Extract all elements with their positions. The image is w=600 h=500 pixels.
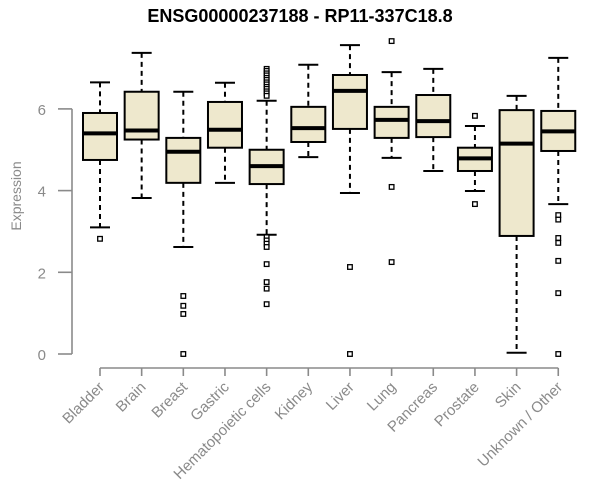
- box-rect: [206, 100, 243, 149]
- outlier-point: [471, 112, 478, 119]
- outlier-point: [180, 293, 187, 299]
- outlier-point: [263, 279, 270, 286]
- x-tick-label-prostate: Prostate: [431, 379, 483, 431]
- box-prostate: [456, 112, 493, 208]
- box-gastric: [206, 81, 243, 184]
- outlier-point: [263, 244, 270, 250]
- outlier-point: [555, 290, 562, 297]
- box-brain: [123, 51, 160, 199]
- chart-title: ENSG00000237188 - RP11-337C18.8: [147, 6, 453, 26]
- outlier-point: [263, 301, 270, 308]
- outlier-point: [555, 216, 562, 223]
- outlier-point: [555, 235, 562, 241]
- box-lung: [373, 38, 410, 266]
- outlier-point: [555, 239, 562, 246]
- outlier-point: [263, 285, 270, 292]
- outlier-point: [97, 235, 103, 242]
- y-tick-label: 2: [38, 265, 46, 282]
- y-tick-label: 4: [38, 184, 46, 201]
- outlier-point: [471, 201, 478, 208]
- x-tick-label-brain: Brain: [113, 379, 150, 416]
- box-rect: [165, 136, 202, 184]
- x-tick-label-liver: Liver: [323, 379, 358, 414]
- box-liver: [331, 44, 368, 357]
- x-tick-label-kidney: Kidney: [272, 378, 317, 423]
- box-hematopoietic-cells: [248, 65, 285, 308]
- box-pancreas: [415, 67, 452, 172]
- box-skin: [498, 94, 535, 354]
- outlier-point: [388, 183, 395, 190]
- box-rect: [498, 109, 535, 237]
- box-rect: [373, 105, 410, 139]
- box-rect: [331, 73, 368, 130]
- outlier-point: [555, 257, 562, 264]
- outlier-point: [263, 92, 270, 99]
- x-tick-label-skin: Skin: [492, 379, 525, 412]
- box-rect: [290, 105, 327, 143]
- outlier-point: [263, 261, 270, 268]
- outlier-point: [388, 259, 395, 266]
- box-rect: [82, 111, 118, 161]
- outlier-point: [388, 38, 395, 45]
- outlier-point: [555, 351, 562, 357]
- x-tick-label-lung: Lung: [364, 379, 400, 415]
- y-tick-label: 0: [38, 347, 46, 364]
- box-unknown-other: [540, 56, 577, 357]
- outlier-point: [347, 351, 353, 357]
- x-tick-label-breast: Breast: [148, 378, 191, 421]
- x-tick-label-bladder: Bladder: [59, 379, 108, 428]
- box-rect: [415, 94, 452, 139]
- outlier-point: [180, 311, 187, 317]
- outlier-point: [180, 302, 187, 309]
- box-bladder: [82, 81, 118, 242]
- outlier-point: [347, 264, 353, 270]
- outlier-point: [180, 351, 187, 357]
- box-kidney: [290, 63, 327, 159]
- box-breast: [165, 90, 202, 357]
- y-tick-label: 6: [38, 102, 46, 119]
